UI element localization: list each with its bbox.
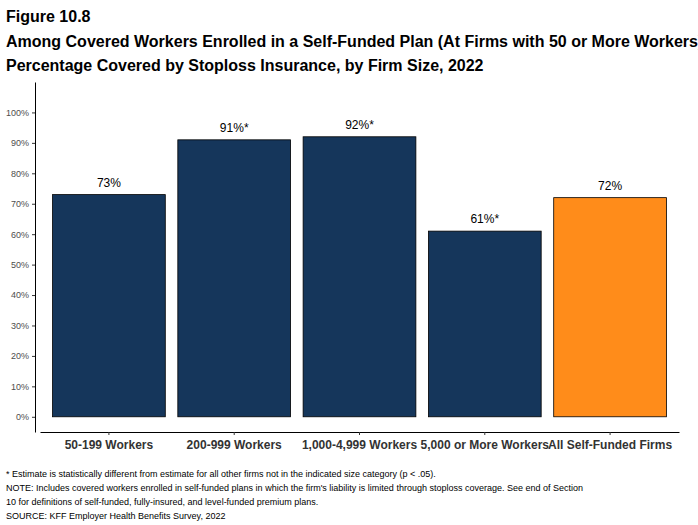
y-tick-label: 10% [11,382,29,392]
note: * Estimate is statistically different fr… [6,469,436,479]
y-tick: 80% [11,169,35,179]
y-tick-mark [32,325,35,326]
y-axis-line [35,83,36,433]
y-tick-label: 30% [11,321,29,331]
y-tick-label: 40% [11,290,29,300]
x-tick-label: All Self-Funded Firms [548,438,672,452]
y-tick-mark [32,356,35,357]
x-tick-label: 5,000 or More Workers [421,438,550,452]
x-tick-mark [359,432,360,435]
data-label: 73% [97,176,121,190]
y-tick: 30% [11,321,35,331]
y-tick: 100% [6,108,35,118]
y-tick: 20% [11,351,35,361]
bar [428,231,541,417]
y-tick: 70% [11,199,35,209]
title: Among Covered Workers Enrolled in a Self… [6,33,698,50]
x-tick-mark [108,432,109,435]
y-tick: 10% [11,382,35,392]
title: Percentage Covered by Stoploss Insurance… [6,57,484,74]
x-tick: 5,000 or More Workers [421,432,550,452]
y-tick-label: 50% [11,260,29,270]
y-tick-label: 20% [11,351,29,361]
y-tick-label: 100% [6,108,29,118]
y-tick: 40% [11,290,35,300]
x-tick-label: 50-199 Workers [65,438,154,452]
y-tick: 0% [16,412,35,422]
y-tick: 50% [11,260,35,270]
y-tick-label: 70% [11,199,29,209]
y-tick-mark [32,143,35,144]
note: 10 for definitions of self-funded, fully… [6,497,318,507]
x-tick-mark [484,432,485,435]
y-axis: 0% 10% 20% 30% 40% 50% 60% 70% 80% 90% 100% [6,83,36,433]
y-tick-mark [32,173,35,174]
x-tick: 50-199 Workers [65,432,154,452]
x-tick-mark [234,432,235,435]
y-tick-mark [32,112,35,113]
y-tick-mark [32,417,35,418]
chart: Figure 10.8 Among Covered Workers Enrolle… [0,0,698,525]
y-tick: 60% [11,230,35,240]
y-tick-mark [32,265,35,266]
data-label: 92%* [345,118,374,132]
y-tick-label: 80% [11,169,29,179]
x-axis: 50-199 Workers 200-999 Workers 1,000-4,999… [41,432,680,452]
y-tick-mark [32,234,35,235]
data-labels: 73% 91%* 92%* 61%* 72% [97,118,623,226]
y-tick-label: 90% [11,138,29,148]
bars [53,137,667,417]
x-tick-mark [610,432,611,435]
x-tick-label: 200-999 Workers [187,438,282,452]
data-label: 61%* [470,212,499,226]
y-tick-mark [32,386,35,387]
y-tick-mark [32,295,35,296]
x-tick: 200-999 Workers [187,432,282,452]
title: Figure 10.8 [6,8,91,25]
bar [53,195,166,417]
bar [554,198,667,417]
x-tick: 1,000-4,999 Workers [302,432,418,452]
note: SOURCE: KFF Employer Health Benefits Sur… [6,511,225,521]
y-tick: 90% [11,138,35,148]
y-tick-mark [32,204,35,205]
x-tick-label: 1,000-4,999 Workers [302,438,418,452]
x-tick: All Self-Funded Firms [548,432,672,452]
note: NOTE: Includes covered workers enrolled … [6,483,583,493]
data-label: 91%* [220,121,249,135]
data-label: 72% [598,179,622,193]
bar [178,140,291,417]
y-tick-label: 0% [16,412,29,422]
y-tick-label: 60% [11,230,29,240]
bar [303,137,416,417]
